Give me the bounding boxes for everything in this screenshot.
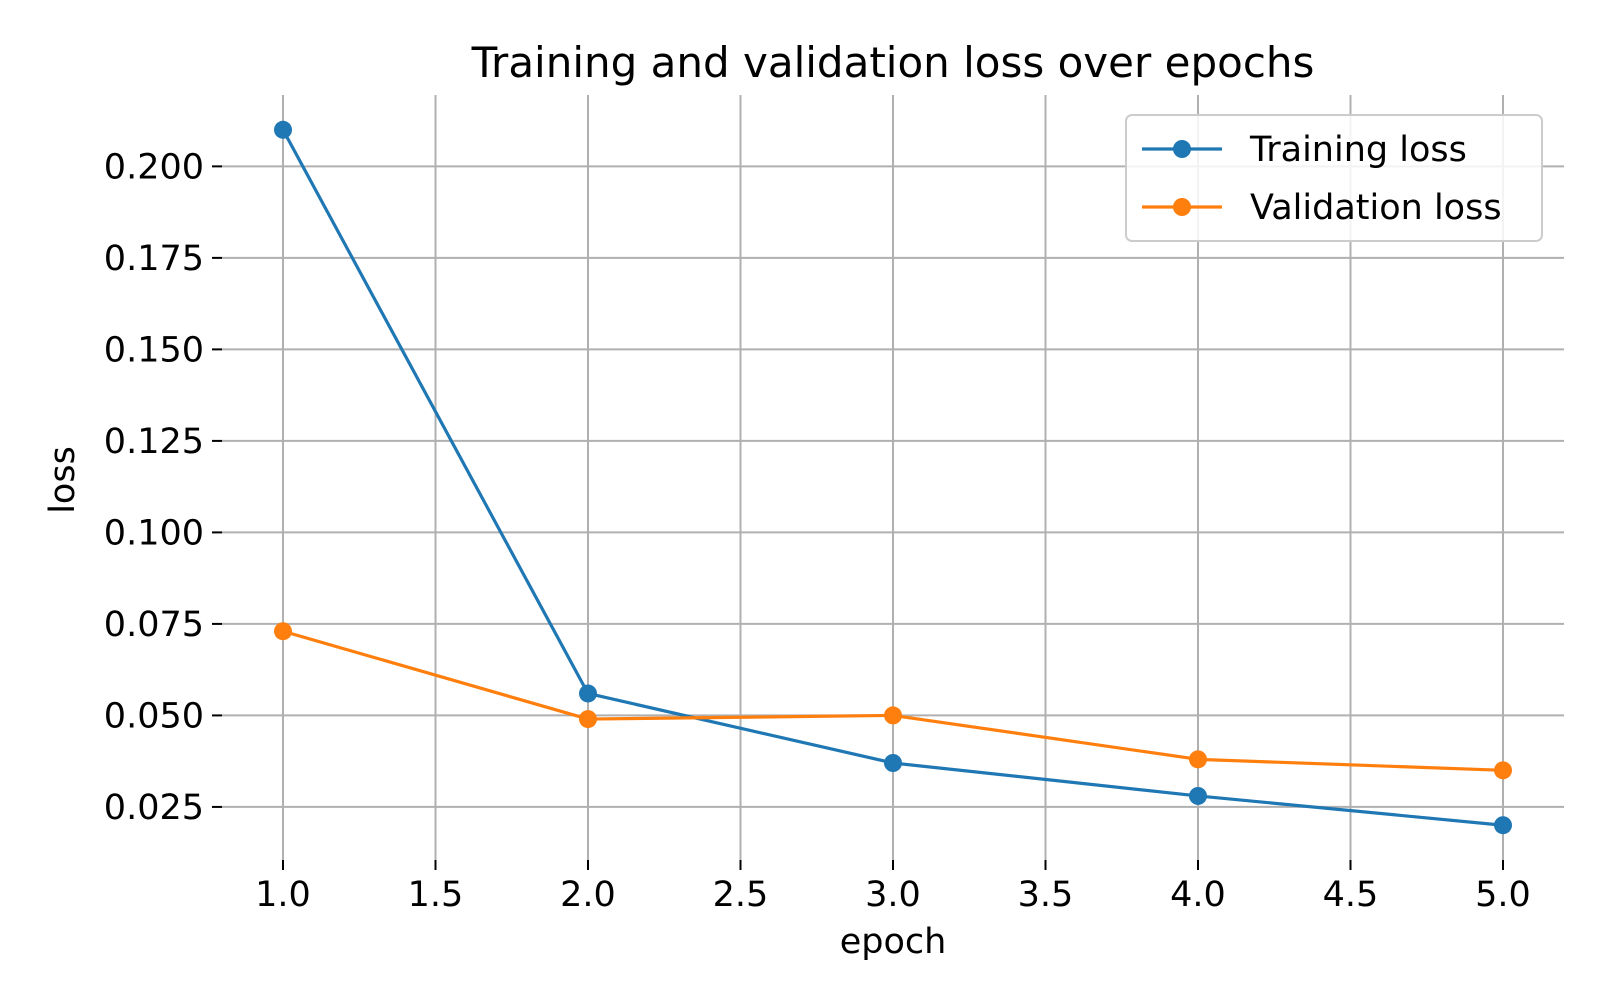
y-tick-label: 0.075	[104, 605, 204, 645]
validation-loss-point	[1494, 761, 1512, 780]
validation-loss-legend-marker	[1173, 198, 1191, 216]
x-tick-label: 1.0	[255, 875, 311, 915]
y-axis-label: loss	[43, 446, 83, 514]
y-tick-label: 0.100	[104, 513, 204, 553]
chart-title: Training and validation loss over epochs	[471, 38, 1315, 87]
x-tick-label: 1.5	[408, 875, 464, 915]
y-tick-label: 0.200	[104, 147, 204, 187]
validation-loss-point	[579, 710, 597, 729]
training-loss-point	[1189, 786, 1207, 805]
validation-loss-point	[274, 622, 292, 641]
training-loss-legend-marker	[1173, 140, 1191, 158]
series-training-loss	[274, 120, 1512, 835]
validation-loss-point	[884, 706, 902, 725]
y-tick-label: 0.050	[104, 696, 204, 736]
validation-loss-legend-label: Validation loss	[1250, 188, 1502, 228]
x-tick-label: 4.5	[1323, 875, 1379, 915]
legend-box	[1125, 114, 1543, 242]
training-loss-point	[884, 754, 902, 773]
training-loss-point	[1494, 816, 1512, 835]
x-tick-label: 5.0	[1475, 875, 1531, 915]
legend: Training loss Validation loss	[1125, 114, 1543, 242]
training-loss-point	[274, 120, 292, 139]
x-tick-label: 2.0	[560, 875, 616, 915]
x-tick-label: 4.0	[1170, 875, 1226, 915]
series-validation-loss	[274, 622, 1512, 780]
validation-loss-point	[1189, 750, 1207, 769]
x-tick-label: 3.0	[865, 875, 921, 915]
x-tick-label: 3.5	[1018, 875, 1074, 915]
series	[274, 120, 1512, 835]
y-tick-label: 0.175	[104, 239, 204, 279]
training-loss-point	[579, 684, 597, 703]
x-tick-label: 2.5	[713, 875, 769, 915]
y-axis-ticks: 0.025 0.050 0.075 0.100 0.125 0.150 0.175 0.200	[104, 147, 222, 828]
y-tick-label: 0.150	[104, 330, 204, 370]
x-axis-label: epoch	[840, 922, 947, 962]
training-loss-legend-label: Training loss	[1249, 130, 1467, 170]
y-tick-label: 0.025	[104, 788, 204, 828]
x-axis-ticks: 1.0 1.5 2.0 2.5 3.0 3.5 4.0 4.5 5.0	[255, 860, 1531, 915]
y-tick-label: 0.125	[104, 422, 204, 462]
